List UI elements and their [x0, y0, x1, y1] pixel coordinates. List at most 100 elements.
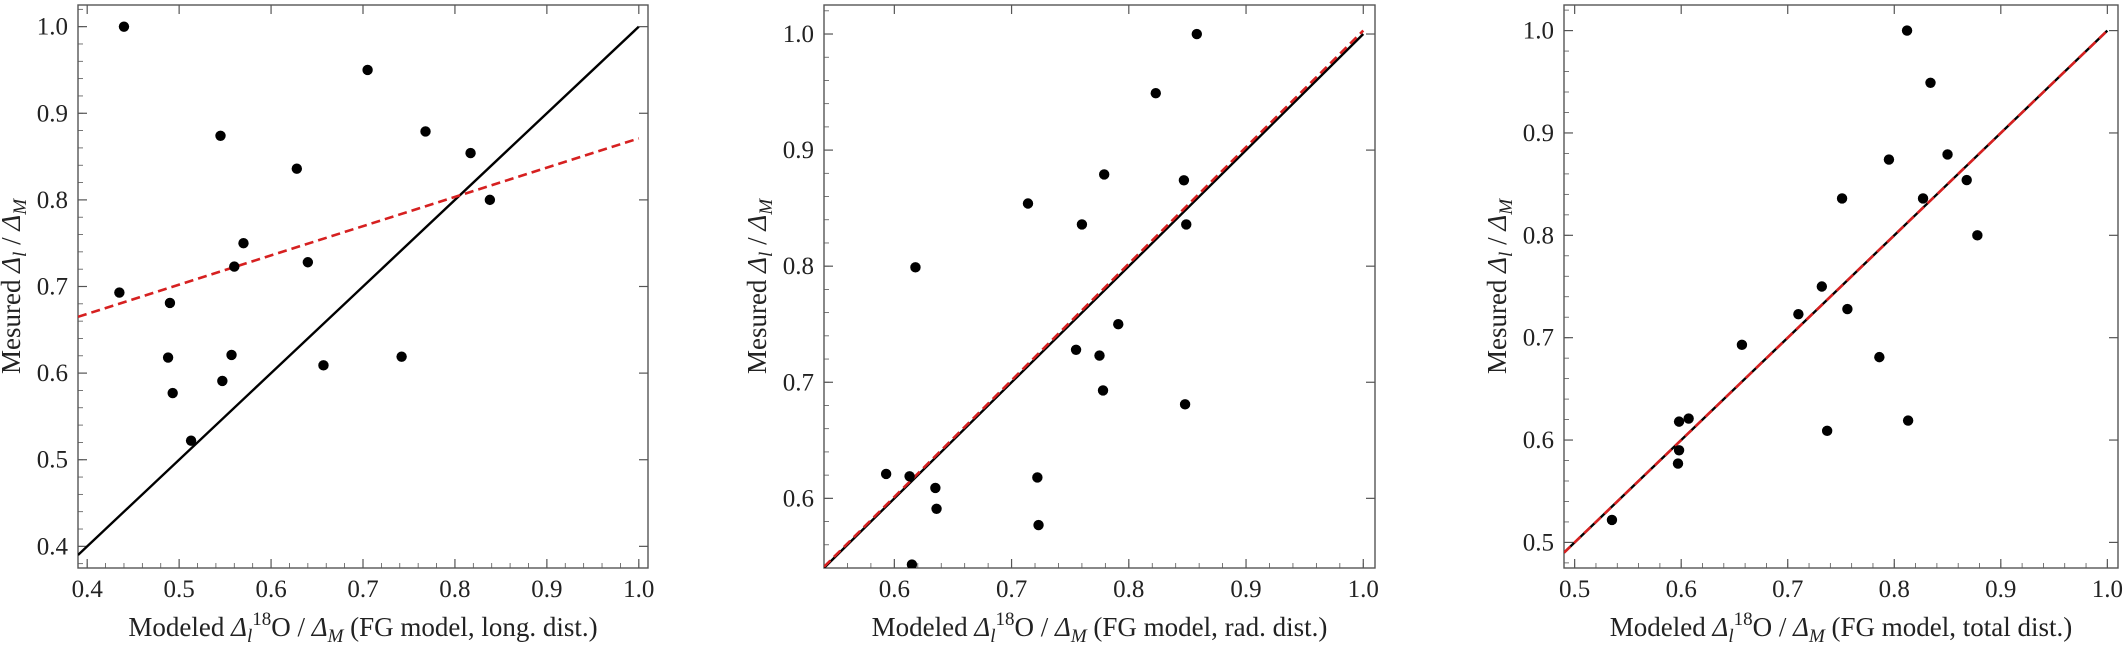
- data-point: [1917, 193, 1929, 204]
- data-point: [226, 349, 237, 361]
- data-point: [1150, 88, 1161, 99]
- data-point: [1672, 458, 1684, 469]
- y-axis-label: Mesured Δl / ΔM: [742, 198, 777, 374]
- data-point: [420, 126, 431, 137]
- data-point: [930, 482, 941, 494]
- data-point: [1902, 415, 1914, 426]
- data-point: [215, 130, 226, 141]
- data-point: [1736, 339, 1748, 351]
- y-tick-label: 1.0: [37, 14, 68, 41]
- data-point: [1673, 445, 1685, 456]
- y-tick-label: 0.9: [37, 100, 68, 127]
- data-point: [906, 559, 918, 568]
- x-tick-label: 0.9: [531, 576, 562, 603]
- data-point: [1683, 413, 1694, 424]
- data-point: [1033, 519, 1044, 531]
- y-tick-label: 0.5: [37, 447, 68, 474]
- data-point: [1942, 149, 1953, 160]
- x-axis-label: Modeled Δl18O / ΔM (FG model, total dist…: [1610, 609, 2073, 647]
- data-point: [1816, 281, 1828, 292]
- data-point: [1113, 319, 1124, 330]
- data-point: [302, 257, 314, 268]
- plot-frame: [1563, 4, 2119, 569]
- x-tick-label: 0.6: [879, 576, 910, 603]
- data-point: [1191, 28, 1203, 40]
- point-layer: [114, 21, 496, 446]
- data-point: [1842, 303, 1853, 315]
- data-point: [167, 387, 178, 399]
- x-tick-label: 0.6: [255, 576, 286, 603]
- y-tick-label: 0.6: [783, 485, 814, 512]
- x-tick-label: 0.8: [439, 576, 470, 603]
- data-point: [1076, 219, 1088, 230]
- y-tick-label: 0.8: [783, 253, 814, 280]
- data-point: [229, 261, 240, 272]
- fit-line: [824, 29, 1365, 568]
- data-point: [1094, 350, 1105, 361]
- y-axis-label: Mesured Δl / ΔM: [0, 198, 31, 374]
- chart-panel-2: 0.6 0.7 0.8 0.9 1.0 0.6 0.7 0.8 0.9 1.0 Modeled Δl…: [742, 4, 1379, 647]
- x-tick-label: 1.0: [2092, 576, 2123, 603]
- x-tick-label: 0.7: [1772, 576, 1803, 603]
- point-layer: [880, 28, 1203, 568]
- x-tick-label: 0.6: [1666, 576, 1697, 603]
- data-point: [1793, 308, 1804, 320]
- data-point: [465, 147, 476, 159]
- y-tick-label: 0.7: [783, 369, 814, 396]
- data-point: [185, 435, 197, 446]
- x-tick-label: 0.4: [72, 576, 104, 603]
- fit-line: [78, 137, 640, 319]
- data-point: [1022, 198, 1034, 209]
- data-point: [1097, 385, 1109, 396]
- y-tick-label: 0.8: [1523, 222, 1554, 249]
- y-tick-label: 0.6: [37, 360, 68, 387]
- y-tick-label: 0.7: [1523, 325, 1554, 352]
- x-tick-label: 0.5: [164, 576, 195, 603]
- data-point: [1179, 399, 1191, 410]
- data-point: [1070, 344, 1082, 355]
- data-point: [1673, 416, 1685, 427]
- y-tick-label: 0.9: [1523, 120, 1554, 147]
- data-point: [484, 194, 496, 206]
- y-tick-label: 0.7: [37, 274, 68, 301]
- y-tick-label: 1.0: [783, 21, 814, 48]
- identity-line: [1564, 29, 2109, 554]
- data-point: [1098, 169, 1110, 180]
- data-point: [114, 287, 125, 298]
- y-axis-label: Mesured Δl / ΔM: [1482, 198, 1517, 374]
- x-tick-label: 1.0: [1348, 576, 1379, 603]
- data-point: [164, 297, 176, 309]
- data-point: [904, 471, 915, 482]
- data-point: [1961, 174, 1972, 186]
- data-point: [362, 64, 373, 76]
- data-point: [931, 503, 942, 514]
- line-layer: [1564, 29, 2109, 554]
- line-layer: [78, 25, 640, 556]
- chart-panel-3: 0.5 0.6 0.7 0.8 0.9 1.0 0.5 0.6 0.7 0.8 0.9 1.0 Mode…: [1482, 4, 2123, 647]
- data-point: [1606, 514, 1618, 526]
- identity-line: [78, 25, 640, 556]
- x-tick-label: 1.0: [623, 576, 654, 603]
- x-tick-label: 0.8: [1879, 576, 1910, 603]
- x-tick-label: 0.9: [1985, 576, 2016, 603]
- data-point: [291, 163, 303, 174]
- x-axis-label: Modeled Δl18O / ΔM (FG model, long. dist…: [128, 609, 597, 647]
- data-point: [118, 21, 130, 32]
- data-point: [396, 351, 407, 362]
- data-point: [238, 237, 249, 249]
- data-point: [1178, 175, 1190, 186]
- y-tick-label: 0.5: [1523, 529, 1554, 556]
- data-point: [1883, 154, 1895, 165]
- data-point: [880, 468, 892, 480]
- y-tick-label: 0.4: [37, 533, 69, 560]
- data-point: [1901, 25, 1913, 36]
- data-point: [1821, 425, 1833, 437]
- plot-frame: [823, 4, 1376, 569]
- data-point: [1874, 351, 1885, 363]
- chart-panel-1: 0.4 0.5 0.6 0.7 0.8 0.9 1.0 0.4 0.5 0.6 0.7 0.8 0.9 1…: [0, 4, 654, 647]
- y-tick-label: 0.6: [1523, 427, 1554, 454]
- data-point: [318, 360, 329, 371]
- y-tick-label: 0.9: [783, 137, 814, 164]
